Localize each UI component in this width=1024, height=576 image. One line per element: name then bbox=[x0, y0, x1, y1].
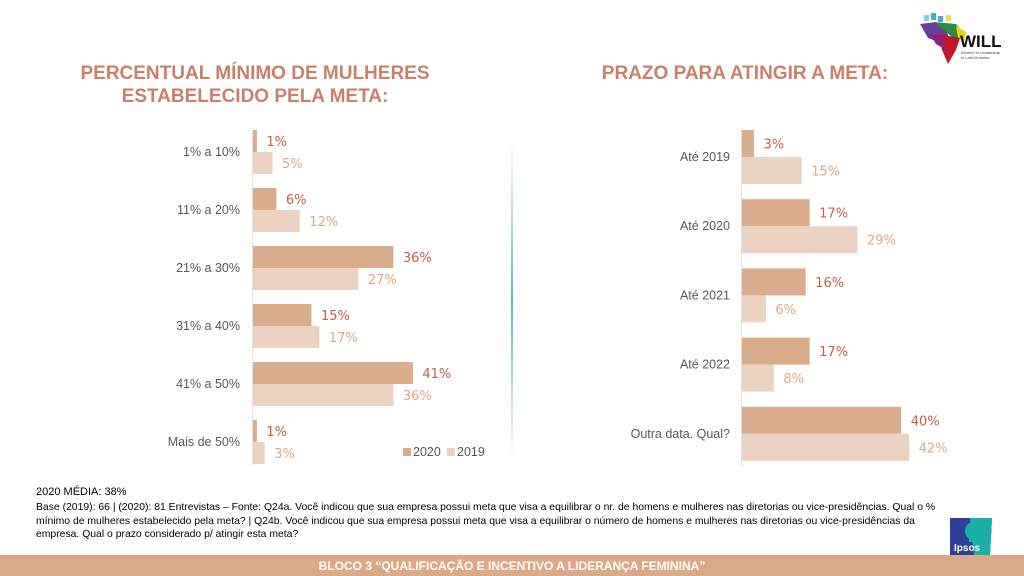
data-label-2020: 3% bbox=[763, 138, 784, 153]
legend-swatch-2020 bbox=[403, 448, 411, 456]
bar-2019 bbox=[742, 226, 858, 254]
will-logo-icon: WILL Women in Leadership in Latin Americ… bbox=[920, 13, 1002, 64]
category-label: 11% a 20% bbox=[177, 203, 240, 217]
category-label: Até 2022 bbox=[680, 358, 730, 372]
bar-2020 bbox=[253, 304, 312, 326]
data-label-2019: 29% bbox=[867, 234, 896, 249]
bar-2020 bbox=[742, 268, 806, 296]
data-label-2019: 36% bbox=[403, 389, 432, 404]
bar-2019 bbox=[253, 152, 273, 174]
data-label-2020: 15% bbox=[321, 309, 350, 324]
bar-2020 bbox=[253, 130, 257, 152]
data-label-2019: 3% bbox=[274, 447, 295, 462]
footer-text: BLOCO 3 “QUALIFICAÇÃO E INCENTIVO A LIDE… bbox=[318, 559, 706, 573]
bar-2019 bbox=[742, 295, 766, 323]
bar-2020 bbox=[742, 199, 810, 227]
svg-text:in Latin America: in Latin America bbox=[961, 55, 990, 60]
bar-2020 bbox=[253, 188, 277, 210]
chart-right-title: PRAZO PARA ATINGIR A META: bbox=[601, 63, 889, 84]
legend-label-2020: 2020 bbox=[413, 445, 441, 459]
category-label: Outra data. Qual? bbox=[631, 427, 730, 441]
footer-bar bbox=[0, 555, 1024, 576]
category-label: 31% a 40% bbox=[176, 319, 240, 333]
chart-right: Até 2019 3% 15% Até 2020 17% 29% Até 2021 16% 6%… bbox=[631, 128, 948, 466]
data-label-2020: 1% bbox=[266, 135, 287, 150]
bar-2020 bbox=[742, 130, 754, 157]
data-label-2020: 16% bbox=[815, 276, 844, 291]
legend-label-2019: 2019 bbox=[457, 445, 485, 459]
bar-2019 bbox=[742, 157, 802, 184]
bar-2020 bbox=[742, 337, 810, 365]
bar-2019 bbox=[253, 268, 359, 290]
category-label: 1% a 10% bbox=[183, 145, 240, 159]
bar-2019 bbox=[253, 326, 320, 348]
bar-2020 bbox=[253, 362, 413, 384]
category-label: Mais de 50% bbox=[168, 435, 240, 449]
ipsos-logo: Ipsos bbox=[950, 518, 992, 555]
center-divider bbox=[511, 142, 513, 462]
category-label: 21% a 30% bbox=[176, 261, 240, 275]
data-label-2020: 40% bbox=[911, 414, 940, 429]
bar-2019 bbox=[253, 384, 394, 406]
data-label-2020: 41% bbox=[422, 367, 451, 382]
data-label-2019: 17% bbox=[329, 331, 358, 346]
data-label-2019: 12% bbox=[309, 215, 338, 230]
bar-2020 bbox=[742, 406, 902, 434]
chart-left-title: PERCENTUAL MÍNIMO DE MULHERES ESTABELECI… bbox=[40, 62, 470, 108]
data-label-2019: 6% bbox=[775, 303, 796, 318]
bar-2019 bbox=[742, 364, 774, 392]
data-label-2020: 17% bbox=[819, 345, 848, 360]
data-label-2020: 1% bbox=[266, 425, 287, 440]
data-label-2019: 5% bbox=[282, 157, 303, 172]
media-note: 2020 MÉDIA: 38% bbox=[36, 486, 127, 498]
chart-left: 1% a 10% 1% 5% 11% a 20% 6%12% 21% a 30% 36% 27… bbox=[168, 128, 485, 466]
data-label-2019: 27% bbox=[368, 273, 397, 288]
legend-swatch-2019 bbox=[447, 448, 455, 456]
category-label: 41% a 50% bbox=[176, 377, 240, 391]
svg-text:Women in Leadership: Women in Leadership bbox=[961, 50, 1001, 55]
bar-2020 bbox=[253, 420, 257, 442]
data-label-2020: 36% bbox=[403, 251, 432, 266]
chart-left-title-line-1: PERCENTUAL MÍNIMO DE MULHERES bbox=[80, 63, 430, 84]
data-label-2019: 8% bbox=[783, 372, 804, 387]
ipsos-logo-icon: Ipsos bbox=[950, 518, 992, 555]
base-note: Base (2019): 66 | (2020): 81 Entrevistas… bbox=[36, 502, 936, 540]
bar-2020 bbox=[253, 246, 394, 268]
bar-2019 bbox=[742, 433, 910, 461]
data-label-2019: 42% bbox=[919, 441, 948, 456]
data-label-2019: 15% bbox=[811, 165, 840, 180]
category-label: Até 2020 bbox=[680, 219, 730, 233]
data-label-2020: 6% bbox=[286, 193, 307, 208]
bar-2019 bbox=[253, 210, 300, 232]
ipsos-logo-text: Ipsos bbox=[954, 543, 981, 554]
category-label: Até 2019 bbox=[680, 150, 730, 164]
category-label: Até 2021 bbox=[680, 288, 730, 302]
bar-2019 bbox=[253, 442, 265, 464]
will-logo: WILL Women in Leadership in Latin Americ… bbox=[916, 10, 1016, 70]
data-label-2020: 17% bbox=[819, 207, 848, 222]
chart-left-title-line-2: ESTABELECIDO PELA META: bbox=[121, 86, 389, 107]
will-logo-text: WILL bbox=[960, 32, 1002, 51]
